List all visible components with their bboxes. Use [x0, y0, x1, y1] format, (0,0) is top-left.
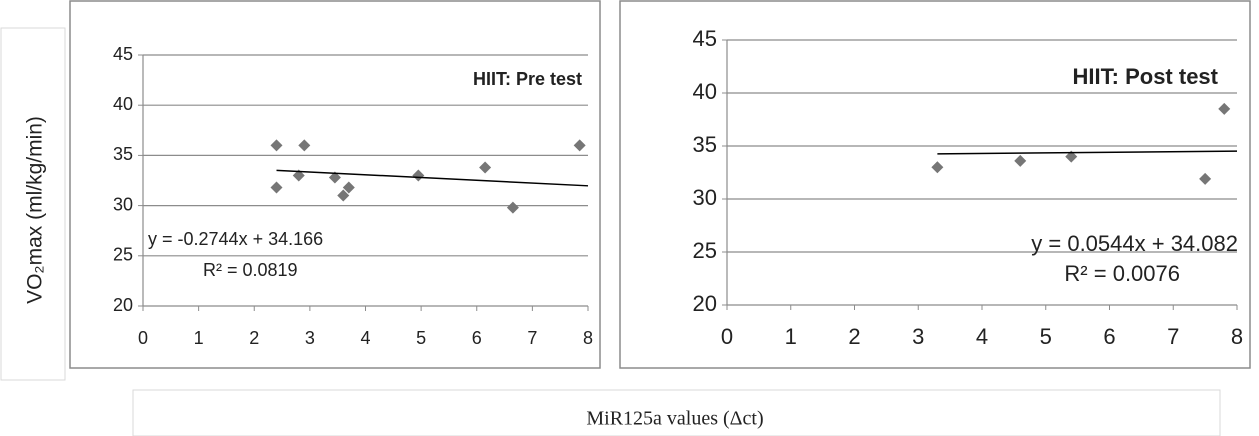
y-tick-label: 25 [113, 245, 133, 265]
data-point [342, 181, 355, 194]
x-tick-label: 1 [785, 324, 797, 349]
data-point [298, 139, 311, 152]
data-point [479, 161, 492, 174]
trendline-equation: y = 0.0544x + 34.082 [1031, 231, 1238, 256]
x-tick-label: 0 [721, 324, 733, 349]
annotation: HIIT: Pre test [473, 69, 582, 89]
x-tick-label: 2 [848, 324, 860, 349]
y-tick-label: 40 [113, 94, 133, 114]
x-tick-label: 6 [472, 328, 482, 348]
x-label-box [132, 389, 1221, 436]
x-tick-label: 7 [1167, 324, 1179, 349]
data-point [328, 171, 341, 184]
y-label-box [0, 27, 66, 381]
data-point [270, 181, 283, 194]
x-tick-label: 3 [305, 328, 315, 348]
trendline [937, 150, 1238, 155]
chart-frame [69, 0, 601, 369]
x-tick-label: 8 [583, 328, 593, 348]
data-point [270, 139, 283, 152]
x-tick-label: 6 [1103, 324, 1115, 349]
data-point [1199, 172, 1212, 185]
x-tick-label: 2 [249, 328, 259, 348]
y-tick-label: 20 [113, 295, 133, 315]
x-axis-label: MiR125a values (Δct) [586, 408, 763, 430]
data-point [1218, 102, 1231, 115]
x-tick-label: 0 [138, 328, 148, 348]
data-point [337, 189, 350, 202]
r-squared: R² = 0.0076 [1064, 261, 1180, 286]
y-tick-label: 45 [113, 44, 133, 64]
y-tick-label: 30 [113, 194, 133, 214]
x-tick-label: 4 [976, 324, 988, 349]
y-tick-label: 35 [693, 132, 717, 157]
trendline-equation: y = -0.2744x + 34.166 [148, 229, 323, 249]
data-point [506, 201, 519, 214]
x-tick-label: 7 [527, 328, 537, 348]
y-tick-label: 35 [113, 144, 133, 164]
trendline [276, 169, 589, 187]
data-point [931, 161, 944, 174]
y-tick-label: 40 [693, 79, 717, 104]
x-tick-label: 5 [1040, 324, 1052, 349]
y-axis-label: VO₂max (ml/kg/min) [24, 116, 47, 304]
x-tick-label: 8 [1231, 324, 1243, 349]
chart-frame [619, 0, 1251, 369]
y-tick-label: 20 [693, 291, 717, 316]
x-tick-label: 5 [416, 328, 426, 348]
annotation: HIIT: Post test [1073, 64, 1219, 89]
data-point [292, 169, 305, 182]
data-point [1014, 154, 1027, 167]
data-point [412, 169, 425, 182]
y-tick-label: 25 [693, 238, 717, 263]
data-point [573, 139, 586, 152]
x-tick-label: 4 [360, 328, 370, 348]
y-tick-label: 45 [693, 26, 717, 51]
x-tick-label: 1 [194, 328, 204, 348]
y-tick-label: 30 [693, 185, 717, 210]
data-point [1065, 150, 1078, 163]
x-tick-label: 3 [912, 324, 924, 349]
r-squared: R² = 0.0819 [203, 260, 298, 280]
